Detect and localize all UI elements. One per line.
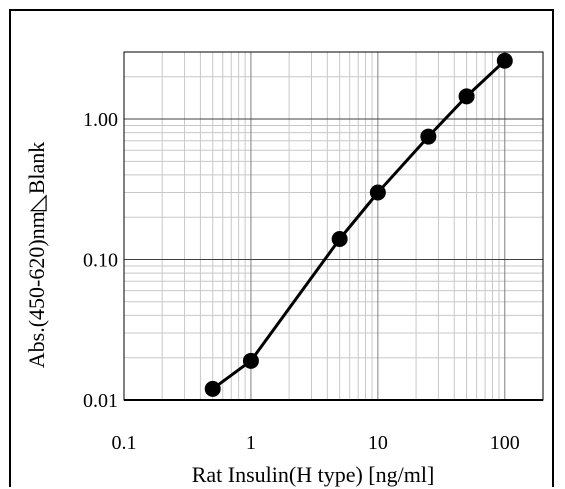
data-point: [369, 184, 386, 201]
y-tick-labels: 0.01 0.10 1.00: [83, 109, 118, 412]
data-point: [496, 52, 513, 69]
y-axis-title: Abs.(450-620)nm◺Blank: [24, 142, 49, 369]
x-tick-label: 100: [490, 432, 520, 454]
series-points: [204, 52, 513, 397]
y-tick-label: 0.10: [83, 250, 118, 272]
figure-frame: [9, 9, 554, 487]
grid-minor: [124, 52, 543, 400]
y-tick-label: 1.00: [83, 109, 118, 131]
x-tick-label: 1: [246, 432, 256, 454]
data-point: [420, 128, 437, 145]
x-axis-title: Rat Insulin(H type) [ng/ml]: [192, 462, 435, 487]
data-point: [242, 352, 259, 369]
grid-major: [124, 52, 543, 400]
data-point: [458, 88, 475, 105]
series-lines: [211, 59, 506, 391]
plot-area-border: [123, 51, 544, 401]
series-line: [211, 59, 506, 391]
data-point: [204, 380, 221, 397]
data-point: [331, 230, 348, 247]
y-tick-label: 0.01: [83, 390, 118, 412]
x-tick-label: 10: [368, 432, 388, 454]
x-tick-labels: 0.1 1 10 100: [112, 432, 520, 454]
x-tick-label: 0.1: [112, 432, 137, 454]
